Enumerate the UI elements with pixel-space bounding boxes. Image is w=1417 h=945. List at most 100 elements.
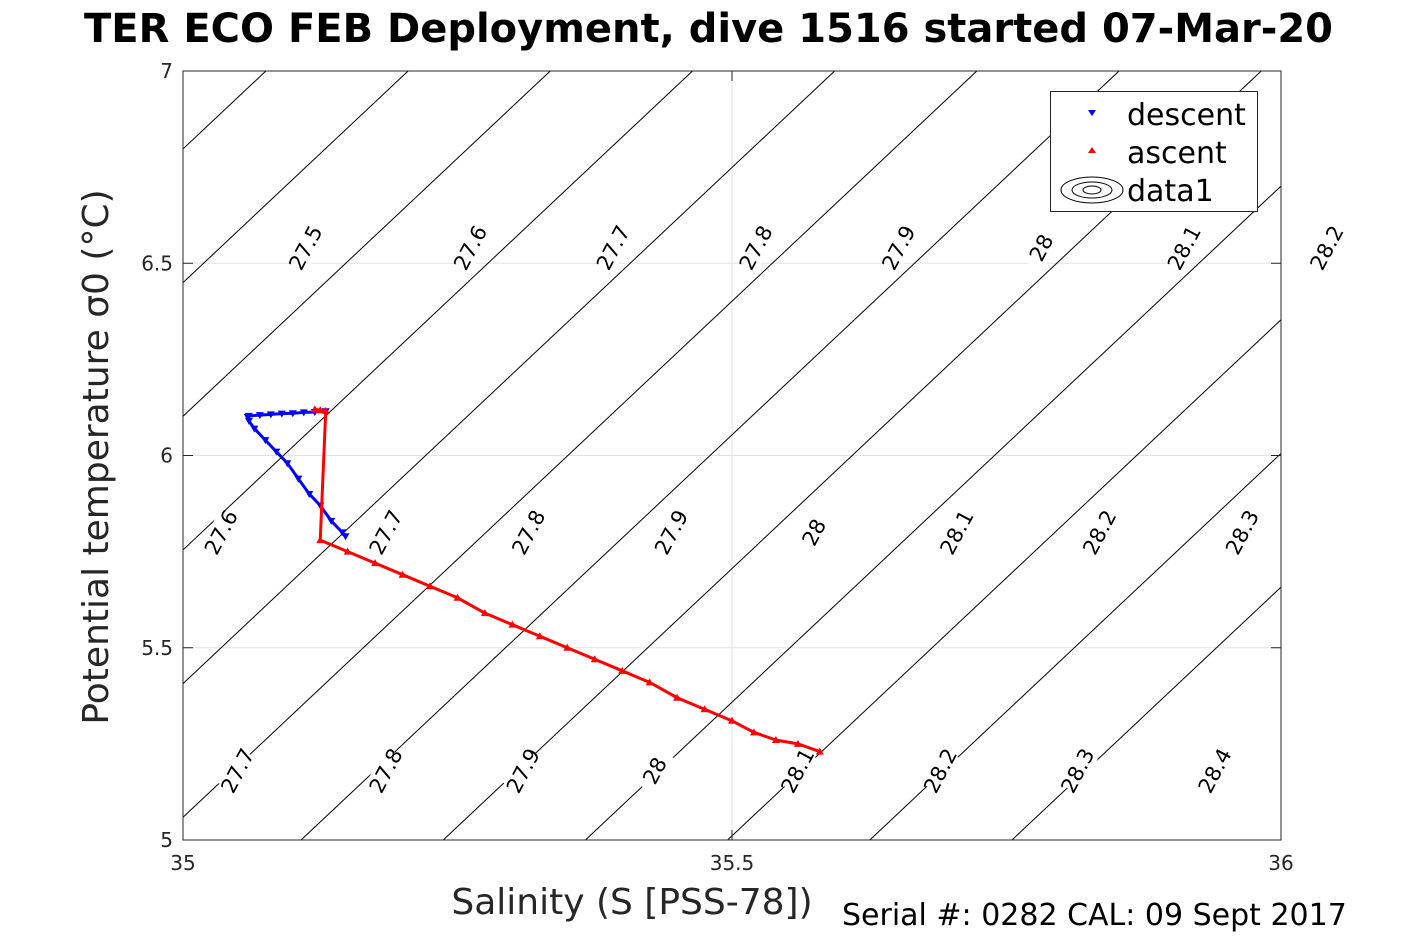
data-series bbox=[243, 405, 824, 755]
data-point-descent bbox=[327, 517, 336, 525]
data-point-ascent bbox=[398, 570, 407, 578]
contour-label: 27.9 bbox=[650, 506, 693, 559]
series-path-descent bbox=[246, 409, 347, 538]
contour-label: 27.9 bbox=[502, 745, 545, 798]
contour-label: 28.1 bbox=[936, 506, 979, 559]
contour-label-bg bbox=[593, 224, 634, 272]
contour-label: 27.5 bbox=[284, 222, 327, 275]
data-point-descent bbox=[299, 409, 308, 417]
contour-label-bg bbox=[1195, 747, 1236, 795]
contour-label-bg bbox=[1164, 224, 1205, 272]
y-axis-label: Potential temperature σ0 (°C) bbox=[76, 189, 117, 724]
axis-tick-labels: 35 35.5 36 5 5.5 6 6.5 7 bbox=[141, 59, 1294, 875]
contour-label: 28.1 bbox=[1163, 222, 1206, 275]
contour-label-bg bbox=[920, 747, 961, 795]
data-point-ascent bbox=[618, 666, 627, 674]
data-point-ascent bbox=[535, 632, 544, 640]
data-point-descent bbox=[294, 475, 303, 483]
ascent-marker-icon bbox=[1088, 147, 1096, 153]
data-point-descent bbox=[288, 410, 297, 418]
contour-label-bg bbox=[736, 224, 777, 272]
data-point-ascent bbox=[343, 547, 352, 555]
contour-label-bg bbox=[1307, 224, 1348, 272]
isopycnal-line bbox=[182, 70, 409, 283]
data-point-descent bbox=[272, 448, 281, 456]
contour-label: 28.2 bbox=[1306, 222, 1349, 275]
data-point-descent bbox=[266, 411, 275, 419]
chart-title: TER ECO FEB Deployment, dive 1516 starte… bbox=[83, 6, 1334, 52]
contour-label: 28.2 bbox=[919, 745, 962, 798]
data-point-ascent bbox=[673, 693, 682, 701]
contour-label: 27.8 bbox=[365, 745, 408, 798]
contour-label-bg bbox=[366, 747, 407, 795]
contour-label: 27.6 bbox=[449, 222, 492, 275]
data-point-ascent bbox=[310, 405, 319, 413]
contour-label-bg bbox=[508, 509, 549, 556]
contour-label: 27.8 bbox=[735, 222, 778, 275]
data-point-ascent bbox=[316, 536, 325, 544]
contour-label-bg bbox=[1021, 224, 1062, 272]
data-point-descent bbox=[277, 410, 286, 418]
contour-label: 28.3 bbox=[1221, 506, 1264, 559]
y-tick-label: 6.5 bbox=[141, 251, 173, 275]
data-point-descent bbox=[250, 425, 259, 433]
contour-label-bg bbox=[635, 747, 676, 795]
y-tick-label: 5 bbox=[160, 828, 173, 852]
x-axis-label: Salinity (S [PSS-78]) bbox=[451, 882, 812, 923]
contour-label: 27.6 bbox=[200, 506, 243, 559]
legend-item-descent: descent bbox=[1051, 96, 1257, 133]
data-point-descent bbox=[341, 533, 350, 541]
legend-item-data1: data1 bbox=[1051, 172, 1257, 209]
isopycnal-line bbox=[182, 70, 836, 684]
contour-label-bg bbox=[201, 509, 242, 556]
data-point-ascent bbox=[728, 716, 736, 724]
legend: descent ascent data1 bbox=[1050, 91, 1258, 212]
series-descent bbox=[243, 408, 350, 541]
contour-label: 27.7 bbox=[592, 222, 635, 275]
contour-label: 27.8 bbox=[507, 506, 550, 559]
data-point-ascent bbox=[771, 736, 780, 744]
contour-label-bg bbox=[777, 747, 818, 795]
isopycnal-line bbox=[1011, 586, 1282, 841]
data-point-ascent bbox=[749, 728, 758, 736]
legend-label-ascent: ascent bbox=[1127, 136, 1227, 171]
isopycnal-line bbox=[585, 185, 1282, 841]
contour-label-bg bbox=[878, 224, 919, 272]
contour-label-bg bbox=[285, 224, 326, 272]
series-path-ascent bbox=[314, 407, 821, 753]
data-point-ascent bbox=[426, 582, 435, 590]
contour-label: 28.2 bbox=[1078, 506, 1121, 559]
legend-label-descent: descent bbox=[1127, 98, 1246, 133]
contour-label: 27.7 bbox=[216, 745, 259, 798]
isopycnal-line bbox=[182, 70, 551, 417]
contour-label: 28.4 bbox=[1194, 745, 1237, 798]
y-tick-label: 7 bbox=[160, 59, 173, 83]
contour-label-bg bbox=[794, 509, 835, 556]
contour-label-bg bbox=[1057, 747, 1098, 795]
data-point-ascent bbox=[371, 559, 380, 567]
axis-ticks bbox=[182, 70, 1282, 841]
data-point-descent bbox=[243, 414, 252, 422]
data-point-ascent bbox=[700, 705, 709, 713]
isopycnal-line bbox=[182, 70, 978, 818]
contour-label-bg bbox=[937, 509, 978, 556]
x-tick-label: 35.5 bbox=[710, 851, 755, 875]
legend-item-ascent: ascent bbox=[1051, 134, 1257, 171]
contour-label-bg bbox=[217, 747, 258, 795]
contour-label: 28.3 bbox=[1056, 745, 1099, 798]
data-point-ascent bbox=[645, 678, 654, 686]
data-point-descent bbox=[338, 529, 347, 537]
contour-label-bg bbox=[1222, 509, 1263, 556]
data-point-ascent bbox=[563, 643, 572, 651]
descent-marker-icon bbox=[1088, 110, 1096, 116]
data-point-descent bbox=[305, 490, 314, 498]
contour-label: 28.1 bbox=[776, 745, 819, 798]
data-point-ascent bbox=[453, 593, 462, 601]
isopycnal-line bbox=[182, 70, 267, 150]
y-tick-label: 6 bbox=[160, 444, 173, 468]
data-point-ascent bbox=[590, 655, 599, 663]
x-tick-label: 35 bbox=[170, 851, 195, 875]
contour-label: 27.7 bbox=[365, 506, 408, 559]
isopycnal-line bbox=[300, 70, 1120, 841]
